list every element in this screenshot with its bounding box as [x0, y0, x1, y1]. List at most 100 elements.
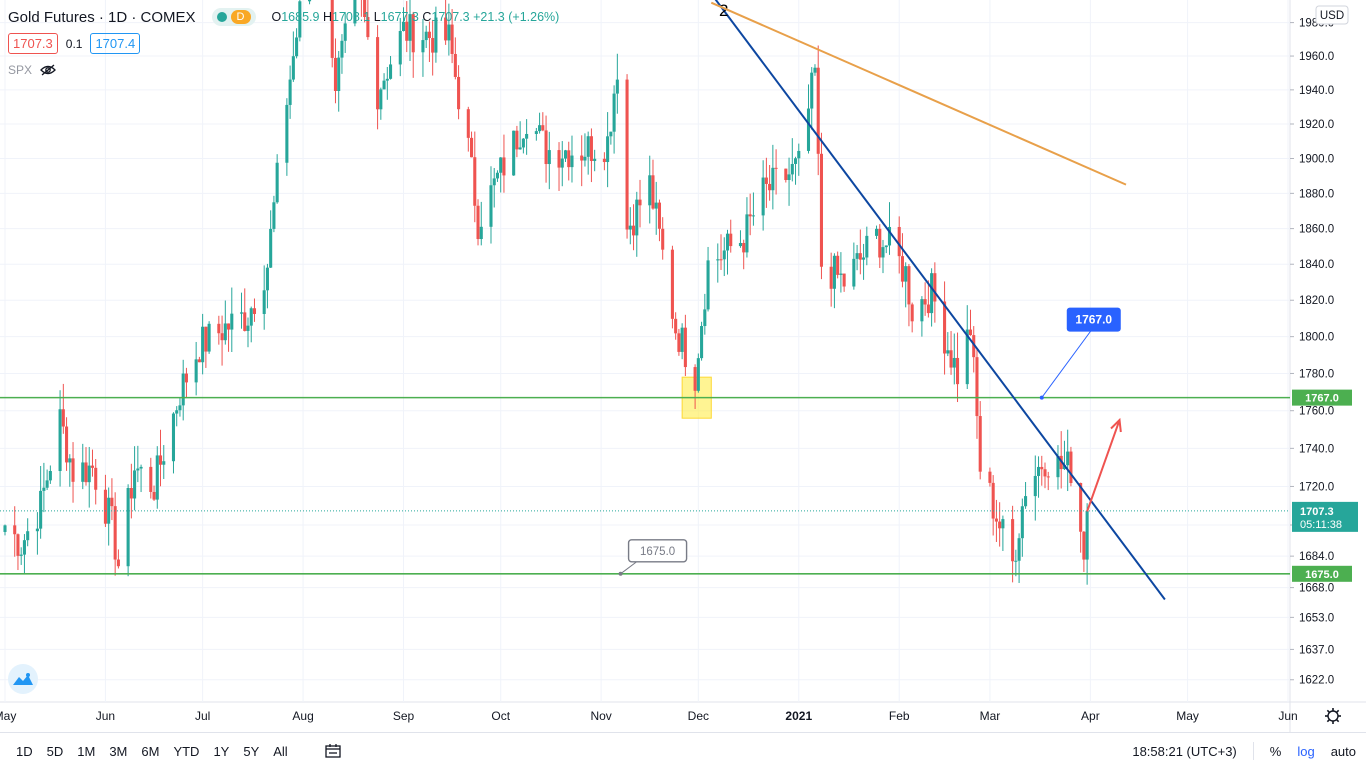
candle-body — [110, 497, 114, 507]
candle-body — [405, 21, 409, 41]
market-status[interactable]: D — [211, 8, 256, 26]
candle-body — [998, 521, 1002, 529]
candle-body — [269, 228, 273, 268]
candle-body — [470, 137, 474, 158]
candle-body — [249, 308, 253, 326]
tradingview-logo-icon[interactable] — [8, 664, 38, 694]
candle-body — [181, 373, 185, 406]
candle-body — [816, 67, 820, 154]
candle-body — [680, 327, 684, 352]
candles[interactable] — [3, 0, 1089, 585]
bid-price[interactable]: 1707.3 — [8, 33, 58, 54]
percent-scale-button[interactable]: % — [1269, 743, 1282, 759]
candle-body — [693, 367, 697, 391]
range-button-all[interactable]: All — [273, 743, 288, 759]
date-range-icon[interactable] — [324, 743, 342, 759]
candle-body — [819, 153, 823, 267]
candle-body — [832, 255, 836, 289]
price-tick-label: 1960.0 — [1299, 51, 1334, 63]
currency-label: USD — [1320, 10, 1344, 22]
drawings[interactable]: 2 1767.0 1675.0 — [0, 0, 1290, 601]
market-open-icon — [216, 12, 227, 22]
ask-price[interactable]: 1707.4 — [90, 33, 141, 54]
candle-body — [764, 177, 768, 184]
overlay-symbol[interactable]: SPX — [8, 63, 33, 77]
clock[interactable]: 18:58:21 (UTC+3) — [1132, 743, 1237, 759]
divider — [1252, 742, 1254, 760]
eye-hidden-icon[interactable] — [40, 64, 56, 76]
candle-body — [65, 426, 69, 463]
chart-legend: Gold Futures · 1D · COMEX D O1685.9 H170… — [8, 8, 559, 77]
log-scale-button[interactable]: log — [1297, 743, 1315, 759]
time-axis[interactable]: May Jun Jul Aug Sep Oct Nov Dec 2021 Feb Mar Apr May… — [0, 708, 1341, 724]
level-price-tag — [1292, 565, 1352, 582]
auto-scale-button[interactable]: auto — [1330, 743, 1356, 759]
candle-body — [512, 130, 516, 176]
candle-body — [476, 205, 480, 240]
candle-body — [881, 247, 885, 258]
candle-body — [162, 461, 166, 465]
candle-body — [243, 312, 247, 331]
range-button-5y[interactable]: 5Y — [243, 743, 260, 759]
candle-body — [194, 359, 198, 383]
candle-body — [907, 266, 911, 305]
candle-body — [473, 157, 477, 206]
candle-body — [492, 178, 496, 186]
time-label: 2021 — [785, 709, 812, 723]
candle-body — [1043, 469, 1047, 477]
range-button-ytd[interactable]: YTD — [173, 743, 200, 759]
level-price-tag — [1292, 389, 1352, 406]
bottom-right-controls: 18:58:21 (UTC+3) % log auto — [1132, 733, 1356, 769]
price-axis[interactable]: 1980.01960.01940.01920.01900.01880.01860… — [1290, 5, 1358, 687]
candle-body — [518, 147, 522, 150]
range-button-6m[interactable]: 6M — [141, 743, 160, 759]
candle-body — [612, 93, 616, 132]
price-tick-label: 1684.0 — [1299, 551, 1334, 563]
candle-body — [197, 359, 201, 363]
candle-body — [178, 405, 182, 411]
candle-body — [806, 108, 811, 151]
candle-body — [793, 158, 798, 164]
candle-body — [333, 57, 338, 91]
candle-body — [790, 163, 794, 175]
candle-body — [499, 157, 503, 173]
range-button-3m[interactable]: 3M — [109, 743, 128, 759]
candle-body — [217, 323, 221, 334]
candle-body — [878, 228, 882, 258]
candle-body — [874, 228, 879, 236]
range-button-1d[interactable]: 1D — [16, 743, 33, 759]
candle-body — [16, 534, 20, 556]
candle-body — [103, 489, 107, 524]
candle-body — [829, 266, 833, 289]
candle-body — [852, 258, 856, 287]
candle-body — [136, 468, 140, 471]
candle-body — [207, 323, 211, 352]
time-label: Jun — [1278, 709, 1297, 723]
range-button-1y[interactable]: 1Y — [213, 743, 230, 759]
price-tick-label: 1653.0 — [1299, 612, 1334, 624]
candle-body — [68, 458, 72, 463]
candle-body — [116, 559, 120, 567]
candle-body — [583, 156, 587, 161]
candle-body — [220, 333, 224, 341]
price-tick-label: 1920.0 — [1299, 119, 1334, 131]
candle-body — [839, 273, 843, 275]
range-button-5d[interactable]: 5D — [46, 743, 64, 759]
candle-body — [285, 104, 289, 163]
candle-body — [719, 259, 723, 261]
callout-box — [1066, 307, 1121, 332]
symbol-title[interactable]: Gold Futures · 1D · COMEX — [8, 8, 196, 26]
candle-body — [457, 76, 461, 110]
last-price-tag — [1292, 501, 1358, 532]
candle-body — [933, 273, 937, 302]
candle-body — [648, 175, 652, 206]
candle-body — [1082, 531, 1086, 560]
candle-body — [534, 131, 538, 134]
range-button-1m[interactable]: 1M — [77, 743, 96, 759]
price-tick-label: 1840.0 — [1299, 259, 1334, 271]
ohlc-values: O1685.9 H1708.1 L1677.3 C1707.3 +21.3 (+… — [271, 10, 560, 24]
price-tick-label: 1800.0 — [1299, 332, 1334, 344]
candle-body — [855, 253, 859, 259]
candle-body — [904, 266, 908, 282]
